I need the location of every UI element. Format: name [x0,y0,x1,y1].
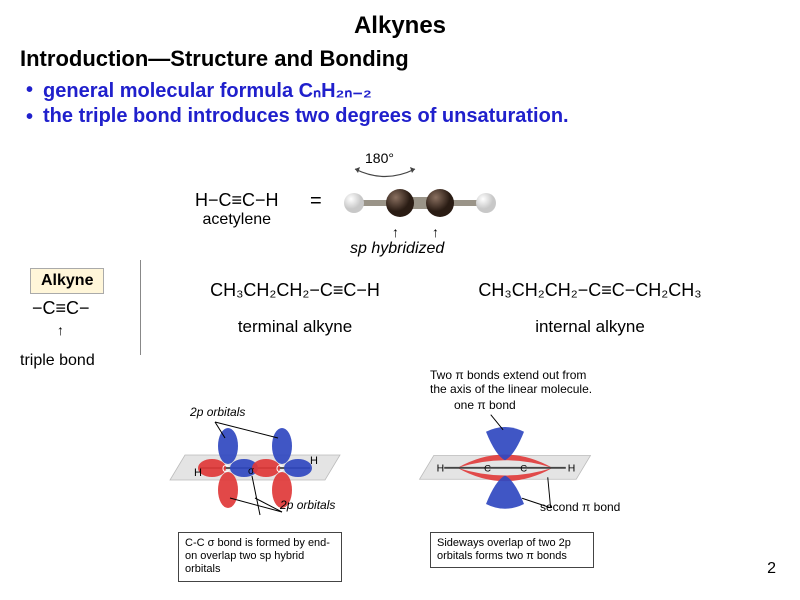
svg-text:H: H [437,464,445,475]
subtitle: Introduction—Structure and Bonding [20,46,780,72]
svg-text:H: H [310,455,318,467]
terminal-alkyne-block: CH₃CH₂CH₂−C≡C−H terminal alkyne [170,280,420,337]
bullet-2-text: the triple bond introduces two degrees o… [43,105,569,128]
svg-text:C: C [484,464,491,475]
page-title: Alkynes [20,12,780,40]
acetylene-3d-model [340,178,500,228]
internal-alkyne-block: CH₃CH₂CH₂−C≡C−CH₂CH₃ internal alkyne [440,280,740,337]
page-number: 2 [767,560,776,578]
acetylene-formula: H−C≡C−H [195,190,279,211]
bullet-1: • general molecular formula CₙH₂ₙ₋₂ [26,78,780,103]
internal-label: internal alkyne [440,317,740,337]
terminal-formula: CH₃CH₂CH₂−C≡C−H [170,280,420,301]
svg-text:C: C [222,464,229,475]
terminal-label: terminal alkyne [170,317,420,337]
svg-text:C: C [520,464,527,475]
internal-formula: CH₃CH₂CH₂−C≡C−CH₂CH₃ [440,280,740,301]
arrow-up-icon: ↑ [432,224,439,240]
svg-text:C: C [276,464,283,475]
orbital-right-top2: the axis of the linear molecule. [430,382,592,396]
bullet-1-text: general molecular formula CₙH₂ₙ₋₂ [43,78,372,103]
slide-container: Alkynes Introduction—Structure and Bondi… [0,0,800,600]
alkyne-box: Alkyne [30,268,104,294]
alkyne-definition: −C≡C− [32,298,90,319]
orbital-right-caption: Sideways overlap of two 2p orbitals form… [430,532,594,568]
arrow-up-icon: ↑ [392,224,399,240]
divider [140,260,141,355]
triple-bond-label: triple bond [20,352,95,370]
svg-text:σ: σ [248,466,255,477]
angle-label: 180° [365,150,394,166]
arrow-up-icon: ↑ [57,322,64,338]
bullet-dot-icon: • [26,105,33,129]
orbital-left-caption: C-C σ bond is formed by end-on overlap t… [178,532,342,582]
acetylene-formula-block: H−C≡C−H acetylene [195,190,279,229]
sp-hybridized-label: sp sp hybridizedhybridized [350,240,444,258]
bullet-dot-icon: • [26,78,33,102]
orbital-left-bottom-label: 2p orbitals [280,498,335,512]
orbital-right-top1: Two π bonds extend out from [430,368,586,382]
acetylene-name: acetylene [195,211,279,229]
equals-sign: = [310,190,322,213]
svg-text:H: H [568,464,576,475]
bullet-2: • the triple bond introduces two degrees… [26,105,780,129]
svg-text:H: H [194,467,202,479]
orbital-right-secondpi: second π bond [540,500,620,514]
